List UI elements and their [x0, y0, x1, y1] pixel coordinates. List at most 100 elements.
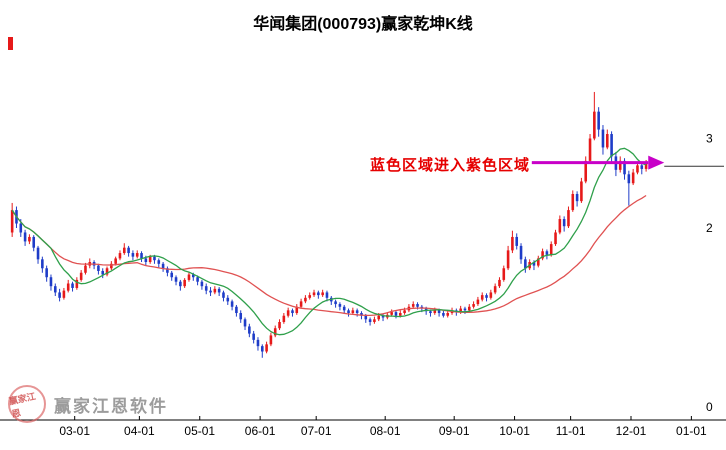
candle-body — [170, 272, 174, 278]
candle-body — [317, 292, 320, 296]
candle-body — [373, 319, 376, 322]
candle-body — [334, 301, 337, 305]
candle-body — [49, 277, 53, 287]
candle-body — [295, 306, 299, 314]
candle-body — [222, 292, 225, 298]
candle-body — [127, 247, 130, 254]
candle-body — [114, 258, 117, 264]
candle-body — [601, 129, 605, 148]
candle-body — [575, 193, 579, 202]
watermark-text: 赢家江恩软件 — [54, 397, 168, 416]
candle-body — [360, 313, 363, 316]
candle-body — [549, 244, 553, 255]
candle-body — [140, 253, 143, 259]
y-tick-label: 3 — [706, 132, 713, 146]
candle-body — [200, 281, 204, 287]
candle-body — [174, 277, 178, 282]
candle-body — [10, 210, 14, 233]
candle-body — [567, 210, 570, 227]
candle-body — [79, 272, 83, 280]
candle-body — [368, 319, 372, 322]
candle-body — [286, 310, 290, 316]
candle-body — [118, 253, 122, 259]
candle-body — [347, 310, 350, 314]
candle-body — [71, 283, 74, 288]
candle-body — [338, 304, 342, 307]
candle-body — [463, 308, 467, 311]
corner-marker — [8, 37, 13, 50]
y-tick-label: 2 — [706, 221, 713, 235]
candle-body — [187, 274, 191, 280]
candle-body — [239, 313, 243, 320]
candle-body — [204, 286, 208, 291]
chart-title: 华闻集团(000793)赢家乾坤K线 — [253, 16, 473, 33]
annotation-arrowhead — [648, 155, 665, 170]
candle-body — [19, 223, 23, 233]
candle-body — [437, 310, 441, 314]
candle-body — [66, 283, 70, 291]
candle-body — [532, 262, 536, 266]
candle-body — [75, 279, 79, 288]
x-tick-label: 03-01 — [59, 424, 90, 438]
candle-body — [351, 310, 355, 314]
seal-text: 赢家江恩 — [8, 391, 37, 420]
candle-body — [110, 263, 113, 269]
candle-body — [489, 292, 493, 298]
candle-body — [282, 315, 286, 322]
candle-body — [325, 292, 329, 298]
x-tick-label: 09-01 — [439, 424, 470, 438]
candle-body — [84, 265, 87, 273]
candle-body — [485, 295, 488, 298]
candle-body — [618, 160, 622, 170]
candle-body — [273, 328, 277, 336]
candle-body — [265, 344, 268, 352]
candle-body — [502, 268, 506, 280]
candle-body — [429, 311, 432, 314]
candle-body — [260, 346, 264, 352]
candle-body — [321, 292, 324, 296]
candle-body — [584, 160, 588, 182]
candle-body — [498, 279, 501, 287]
candle-body — [597, 111, 600, 130]
x-tick-label: 11-01 — [556, 424, 586, 438]
candle-body — [381, 315, 385, 318]
candle-body — [472, 304, 475, 307]
candle-body — [166, 268, 169, 273]
candle-body — [135, 253, 139, 257]
candle-body — [411, 304, 415, 307]
candle-body — [179, 281, 182, 287]
candle-body — [226, 297, 230, 302]
x-tick-label: 01-01 — [676, 424, 707, 438]
candle-body — [101, 270, 105, 275]
candle-body — [515, 236, 519, 246]
candle-body — [278, 321, 281, 329]
candle-body — [23, 232, 27, 242]
candle-body — [605, 134, 609, 148]
candle-body — [554, 232, 557, 245]
x-tick-label: 04-01 — [124, 424, 155, 438]
candle-body — [631, 172, 635, 184]
candle-body — [610, 134, 613, 157]
candle-body — [291, 310, 294, 314]
candle-body — [558, 219, 562, 233]
candle-body — [588, 138, 592, 161]
candle-body — [209, 290, 212, 293]
candle-body — [217, 288, 221, 293]
candle-body — [131, 253, 135, 257]
candle-body — [53, 286, 57, 293]
candle-body — [183, 279, 186, 287]
candle-body — [562, 219, 566, 227]
candle-body — [41, 259, 44, 269]
candle-body — [58, 292, 61, 298]
candle-body — [32, 236, 36, 248]
candle-body — [342, 306, 346, 311]
candle-body — [446, 313, 450, 316]
candle-body — [148, 256, 152, 263]
candle-body — [580, 181, 583, 202]
candle-body — [122, 247, 126, 254]
candle-body — [511, 236, 514, 251]
candle-body — [36, 247, 40, 260]
candle-body — [480, 295, 484, 300]
ma-long-line — [11, 194, 647, 317]
